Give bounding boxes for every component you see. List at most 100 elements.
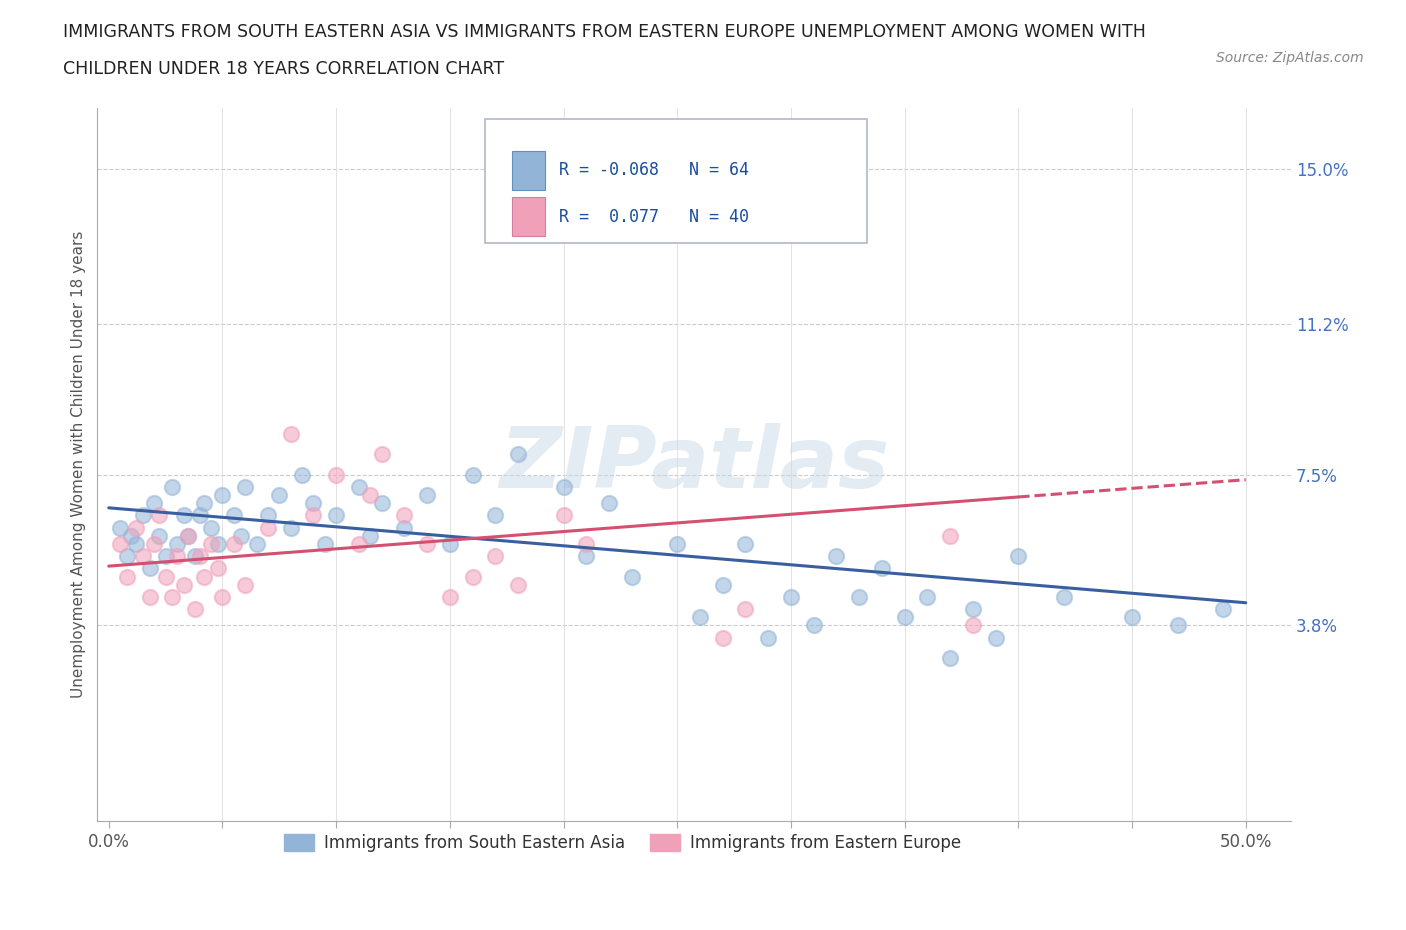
Point	[280, 427, 302, 442]
Point	[416, 537, 439, 551]
Point	[173, 578, 195, 592]
Point	[148, 528, 170, 543]
Point	[506, 447, 529, 462]
Point	[200, 537, 222, 551]
Point	[939, 651, 962, 666]
Point	[188, 549, 211, 564]
Text: R =  0.077   N = 40: R = 0.077 N = 40	[560, 207, 749, 226]
Point	[1121, 610, 1143, 625]
Point	[184, 549, 207, 564]
Point	[325, 467, 347, 482]
Point	[1212, 602, 1234, 617]
FancyBboxPatch shape	[512, 151, 546, 190]
Point	[200, 520, 222, 535]
Text: CHILDREN UNDER 18 YEARS CORRELATION CHART: CHILDREN UNDER 18 YEARS CORRELATION CHAR…	[63, 60, 505, 78]
Text: IMMIGRANTS FROM SOUTH EASTERN ASIA VS IMMIGRANTS FROM EASTERN EUROPE UNEMPLOYMEN: IMMIGRANTS FROM SOUTH EASTERN ASIA VS IM…	[63, 23, 1146, 41]
Point	[984, 631, 1007, 645]
Point	[461, 467, 484, 482]
Point	[803, 618, 825, 632]
Point	[370, 496, 392, 511]
Point	[962, 602, 984, 617]
FancyBboxPatch shape	[485, 119, 868, 244]
Point	[359, 487, 381, 502]
Point	[484, 549, 506, 564]
Point	[132, 549, 155, 564]
Legend: Immigrants from South Eastern Asia, Immigrants from Eastern Europe: Immigrants from South Eastern Asia, Immi…	[277, 828, 967, 859]
Point	[962, 618, 984, 632]
Point	[825, 549, 848, 564]
Point	[314, 537, 336, 551]
Point	[893, 610, 915, 625]
Point	[108, 537, 131, 551]
Point	[1166, 618, 1188, 632]
Point	[291, 467, 314, 482]
Point	[416, 487, 439, 502]
Point	[575, 549, 598, 564]
Point	[162, 480, 184, 495]
Point	[870, 561, 893, 576]
Point	[166, 549, 188, 564]
Point	[734, 602, 756, 617]
Point	[257, 508, 280, 523]
Point	[188, 508, 211, 523]
Point	[394, 520, 416, 535]
Point	[370, 447, 392, 462]
Point	[257, 520, 280, 535]
Point	[222, 537, 245, 551]
Point	[233, 578, 256, 592]
Point	[620, 569, 643, 584]
Point	[359, 528, 381, 543]
Point	[394, 508, 416, 523]
Point	[143, 496, 166, 511]
Point	[173, 508, 195, 523]
Point	[193, 569, 215, 584]
Point	[138, 561, 160, 576]
Point	[115, 549, 138, 564]
Point	[138, 590, 160, 604]
Point	[553, 508, 575, 523]
Point	[233, 480, 256, 495]
Point	[756, 631, 779, 645]
Point	[575, 537, 598, 551]
Point	[666, 537, 689, 551]
Point	[143, 537, 166, 551]
Point	[484, 508, 506, 523]
Point	[125, 520, 148, 535]
Point	[848, 590, 870, 604]
Point	[166, 537, 188, 551]
Point	[245, 537, 267, 551]
Point	[939, 528, 962, 543]
Point	[108, 520, 131, 535]
Point	[229, 528, 252, 543]
Point	[115, 569, 138, 584]
Point	[132, 508, 155, 523]
Point	[1007, 549, 1029, 564]
Point	[207, 537, 229, 551]
FancyBboxPatch shape	[512, 197, 546, 236]
Point	[917, 590, 939, 604]
Point	[177, 528, 200, 543]
Text: R = -0.068   N = 64: R = -0.068 N = 64	[560, 162, 749, 179]
Point	[302, 508, 325, 523]
Point	[347, 480, 370, 495]
Point	[439, 590, 461, 604]
Point	[711, 578, 734, 592]
Point	[689, 610, 711, 625]
Point	[280, 520, 302, 535]
Point	[211, 590, 233, 604]
Point	[461, 569, 484, 584]
Point	[439, 537, 461, 551]
Text: Source: ZipAtlas.com: Source: ZipAtlas.com	[1216, 51, 1364, 65]
Point	[162, 590, 184, 604]
Point	[734, 537, 756, 551]
Point	[553, 480, 575, 495]
Point	[121, 528, 143, 543]
Y-axis label: Unemployment Among Women with Children Under 18 years: Unemployment Among Women with Children U…	[72, 231, 86, 698]
Point	[125, 537, 148, 551]
Point	[598, 496, 620, 511]
Point	[347, 537, 370, 551]
Point	[780, 170, 803, 185]
Point	[184, 602, 207, 617]
Point	[302, 496, 325, 511]
Point	[155, 569, 177, 584]
